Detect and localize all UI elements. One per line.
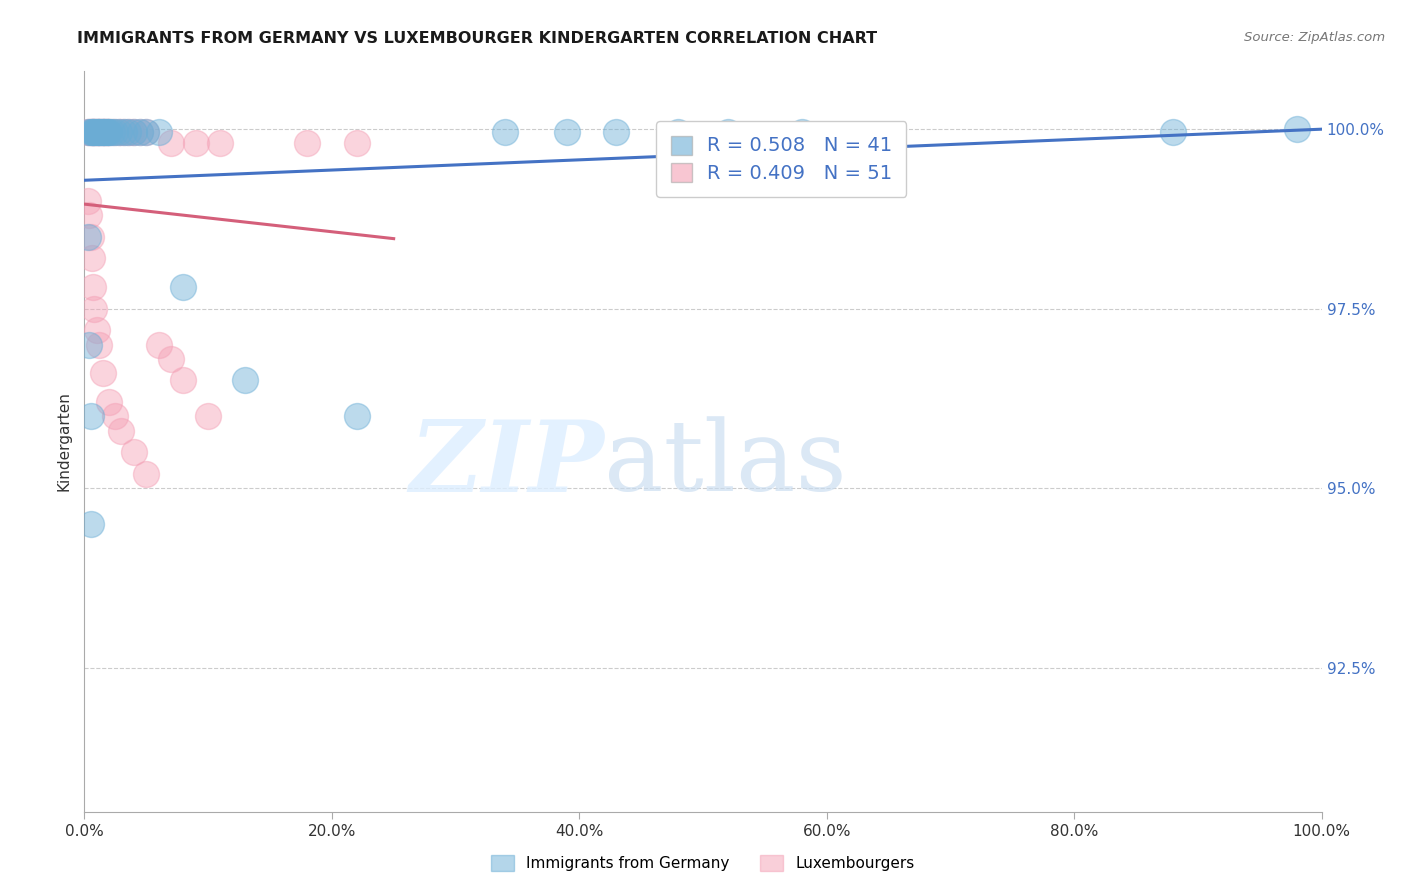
Point [91,125,114,139]
Text: atlas: atlas [605,416,846,512]
Point [94,125,117,139]
Point [717,125,740,139]
Point [135,125,157,139]
Point [93,125,115,139]
Point [346,136,368,151]
Point [98,125,121,139]
Point [93,125,115,139]
Point [91,125,114,139]
Point [83,125,105,139]
Point [197,409,219,424]
Point [129,125,152,139]
Point [209,136,232,151]
Point [79,208,101,222]
Point [89,125,111,139]
Point [112,125,135,139]
Point [108,125,131,139]
Point [160,136,183,151]
Point [135,125,157,139]
Point [91,366,114,380]
Point [79,125,101,139]
Point [82,280,104,294]
Point [100,125,122,139]
Point [129,125,152,139]
Point [87,125,110,139]
Point [87,125,110,139]
Point [86,323,108,337]
Point [82,125,104,139]
Point [83,125,105,139]
Point [77,194,100,208]
Legend: R = 0.508   N = 41, R = 0.409   N = 51: R = 0.508 N = 41, R = 0.409 N = 51 [657,121,907,197]
Point [98,395,121,409]
Legend: Immigrants from Germany, Luxembourgers: Immigrants from Germany, Luxembourgers [485,849,921,877]
Point [79,125,101,139]
Point [108,125,131,139]
Text: Source: ZipAtlas.com: Source: ZipAtlas.com [1244,31,1385,45]
Point [82,125,104,139]
Point [122,445,145,459]
Point [110,125,132,139]
Point [555,125,578,139]
Point [98,125,121,139]
Point [96,125,118,139]
Point [184,136,207,151]
Point [494,125,516,139]
Text: ZIP: ZIP [409,416,605,512]
Point [120,125,142,139]
Point [148,125,170,139]
Point [86,125,108,139]
Point [110,424,132,438]
Point [1161,125,1184,139]
Point [89,125,111,139]
Point [90,125,112,139]
Point [80,125,103,139]
Point [117,125,139,139]
Point [77,125,100,139]
Point [233,374,256,388]
Point [117,125,139,139]
Point [83,301,105,316]
Point [80,125,103,139]
Point [96,125,118,139]
Point [86,125,108,139]
Point [89,125,111,139]
Point [148,337,170,351]
Point [112,125,135,139]
Point [172,280,194,294]
Point [89,125,111,139]
Point [122,125,145,139]
Point [1285,121,1308,136]
Point [100,125,122,139]
Point [104,125,127,139]
Y-axis label: Kindergarten: Kindergarten [56,392,72,491]
Point [79,229,101,244]
Point [97,125,120,139]
Point [79,517,101,532]
Point [77,125,100,139]
Point [104,409,127,424]
Point [666,125,689,139]
Point [79,409,101,424]
Point [122,125,145,139]
Point [104,125,127,139]
Point [90,125,112,139]
Point [135,467,157,481]
Point [77,229,100,244]
Point [295,136,318,151]
Point [160,351,183,366]
Point [346,409,368,424]
Text: IMMIGRANTS FROM GERMANY VS LUXEMBOURGER KINDERGARTEN CORRELATION CHART: IMMIGRANTS FROM GERMANY VS LUXEMBOURGER … [77,31,877,46]
Point [79,337,101,351]
Point [94,125,117,139]
Point [97,125,120,139]
Point [790,125,813,139]
Point [172,374,194,388]
Point [84,125,107,139]
Point [79,125,101,139]
Point [84,125,107,139]
Point [80,252,103,266]
Point [89,337,111,351]
Point [605,125,627,139]
